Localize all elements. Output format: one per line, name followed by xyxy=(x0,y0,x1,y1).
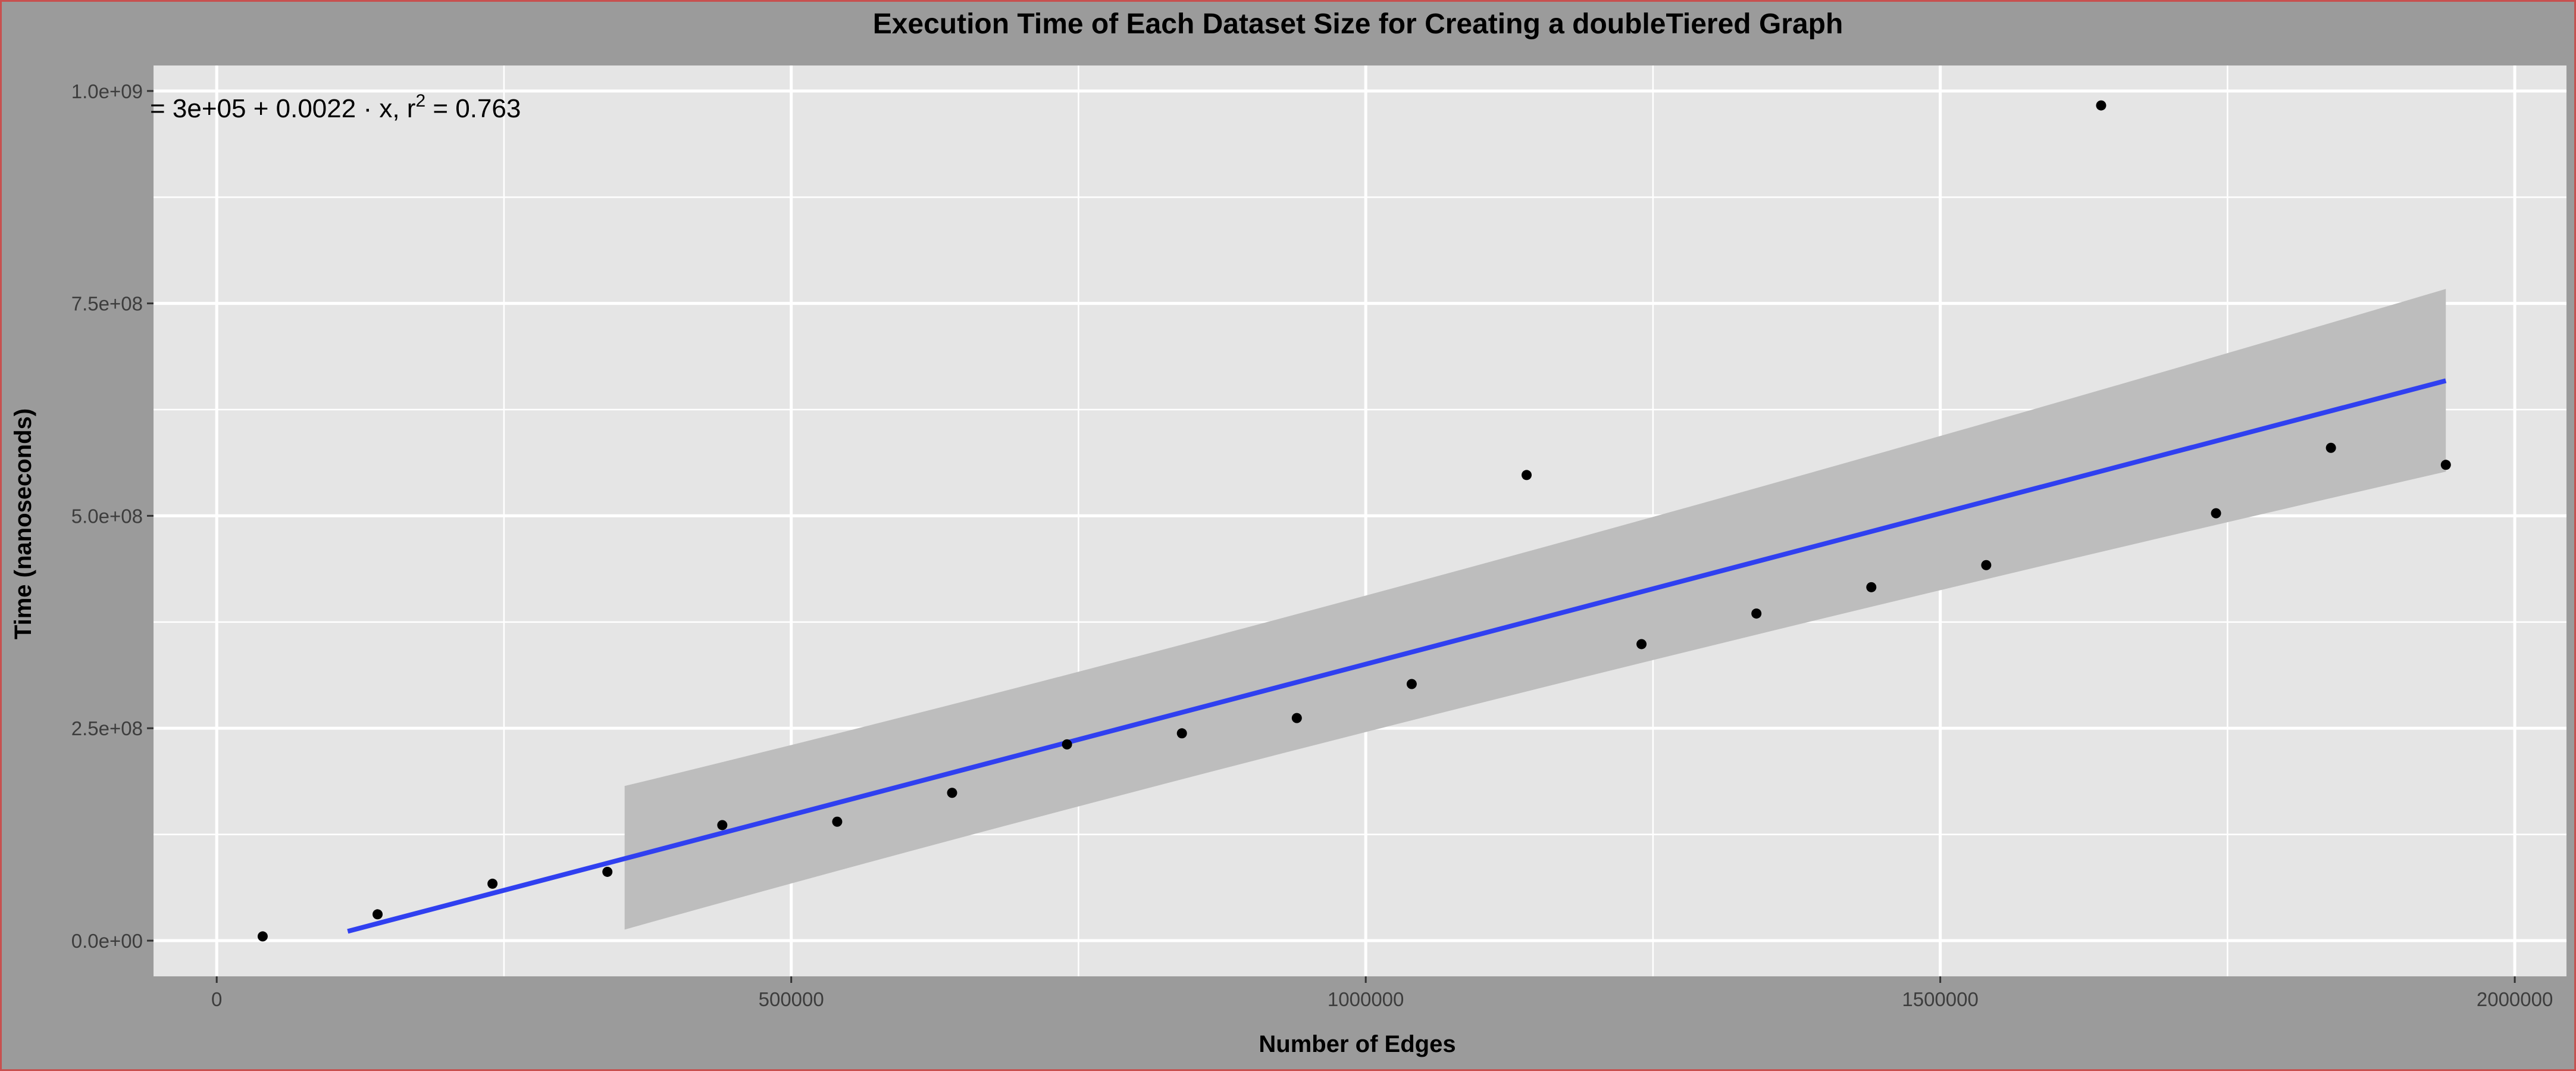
y-axis-title: Time (nanoseconds) xyxy=(10,408,36,639)
axis-ticks: 0 500000 1000000 1500000 2000000 0.0e+00 2.5e+… xyxy=(71,80,2553,1010)
data-point xyxy=(717,820,728,830)
data-point xyxy=(832,816,843,827)
data-point xyxy=(1751,608,1762,619)
fit-line xyxy=(347,378,2447,934)
data-point xyxy=(487,878,498,889)
data-point xyxy=(1521,470,1532,480)
data-point xyxy=(947,788,957,798)
y-tick-label: 5.0e+08 xyxy=(71,505,143,527)
data-point xyxy=(1866,582,1877,592)
y-tick-label: 2.5e+08 xyxy=(71,717,143,739)
x-tick-label: 2000000 xyxy=(2477,988,2553,1010)
x-tick-label: 0 xyxy=(211,988,222,1010)
data-point xyxy=(2440,460,2451,470)
x-tick-label: 500000 xyxy=(759,988,824,1010)
data-points xyxy=(257,100,2451,942)
data-point xyxy=(1291,713,1302,723)
data-point xyxy=(1176,728,1187,739)
regression-annotation: = 3e+05 + 0.0022 · x, r2 = 0.763 xyxy=(150,91,521,123)
confidence-band-group xyxy=(624,289,2446,930)
data-point xyxy=(373,909,383,920)
y-tick-label: 7.5e+08 xyxy=(71,293,143,315)
data-point xyxy=(2096,100,2107,111)
fit-line-group xyxy=(347,378,2447,934)
data-point xyxy=(602,866,613,877)
data-point xyxy=(1062,739,1072,750)
data-point xyxy=(1981,560,1992,570)
x-tick-label: 1500000 xyxy=(1902,988,1978,1010)
y-tick-label: 1.0e+09 xyxy=(71,80,143,102)
x-tick-label: 1000000 xyxy=(1328,988,1404,1010)
data-point xyxy=(2211,508,2221,519)
data-point xyxy=(2325,442,2336,453)
confidence-band xyxy=(624,289,2446,930)
data-point xyxy=(257,931,268,942)
x-axis-title: Number of Edges xyxy=(1259,1031,1456,1057)
chart-title: Execution Time of Each Dataset Size for … xyxy=(873,8,1843,40)
data-point xyxy=(1636,639,1647,650)
data-point xyxy=(1406,679,1417,689)
y-tick-label: 0.0e+00 xyxy=(71,930,143,952)
